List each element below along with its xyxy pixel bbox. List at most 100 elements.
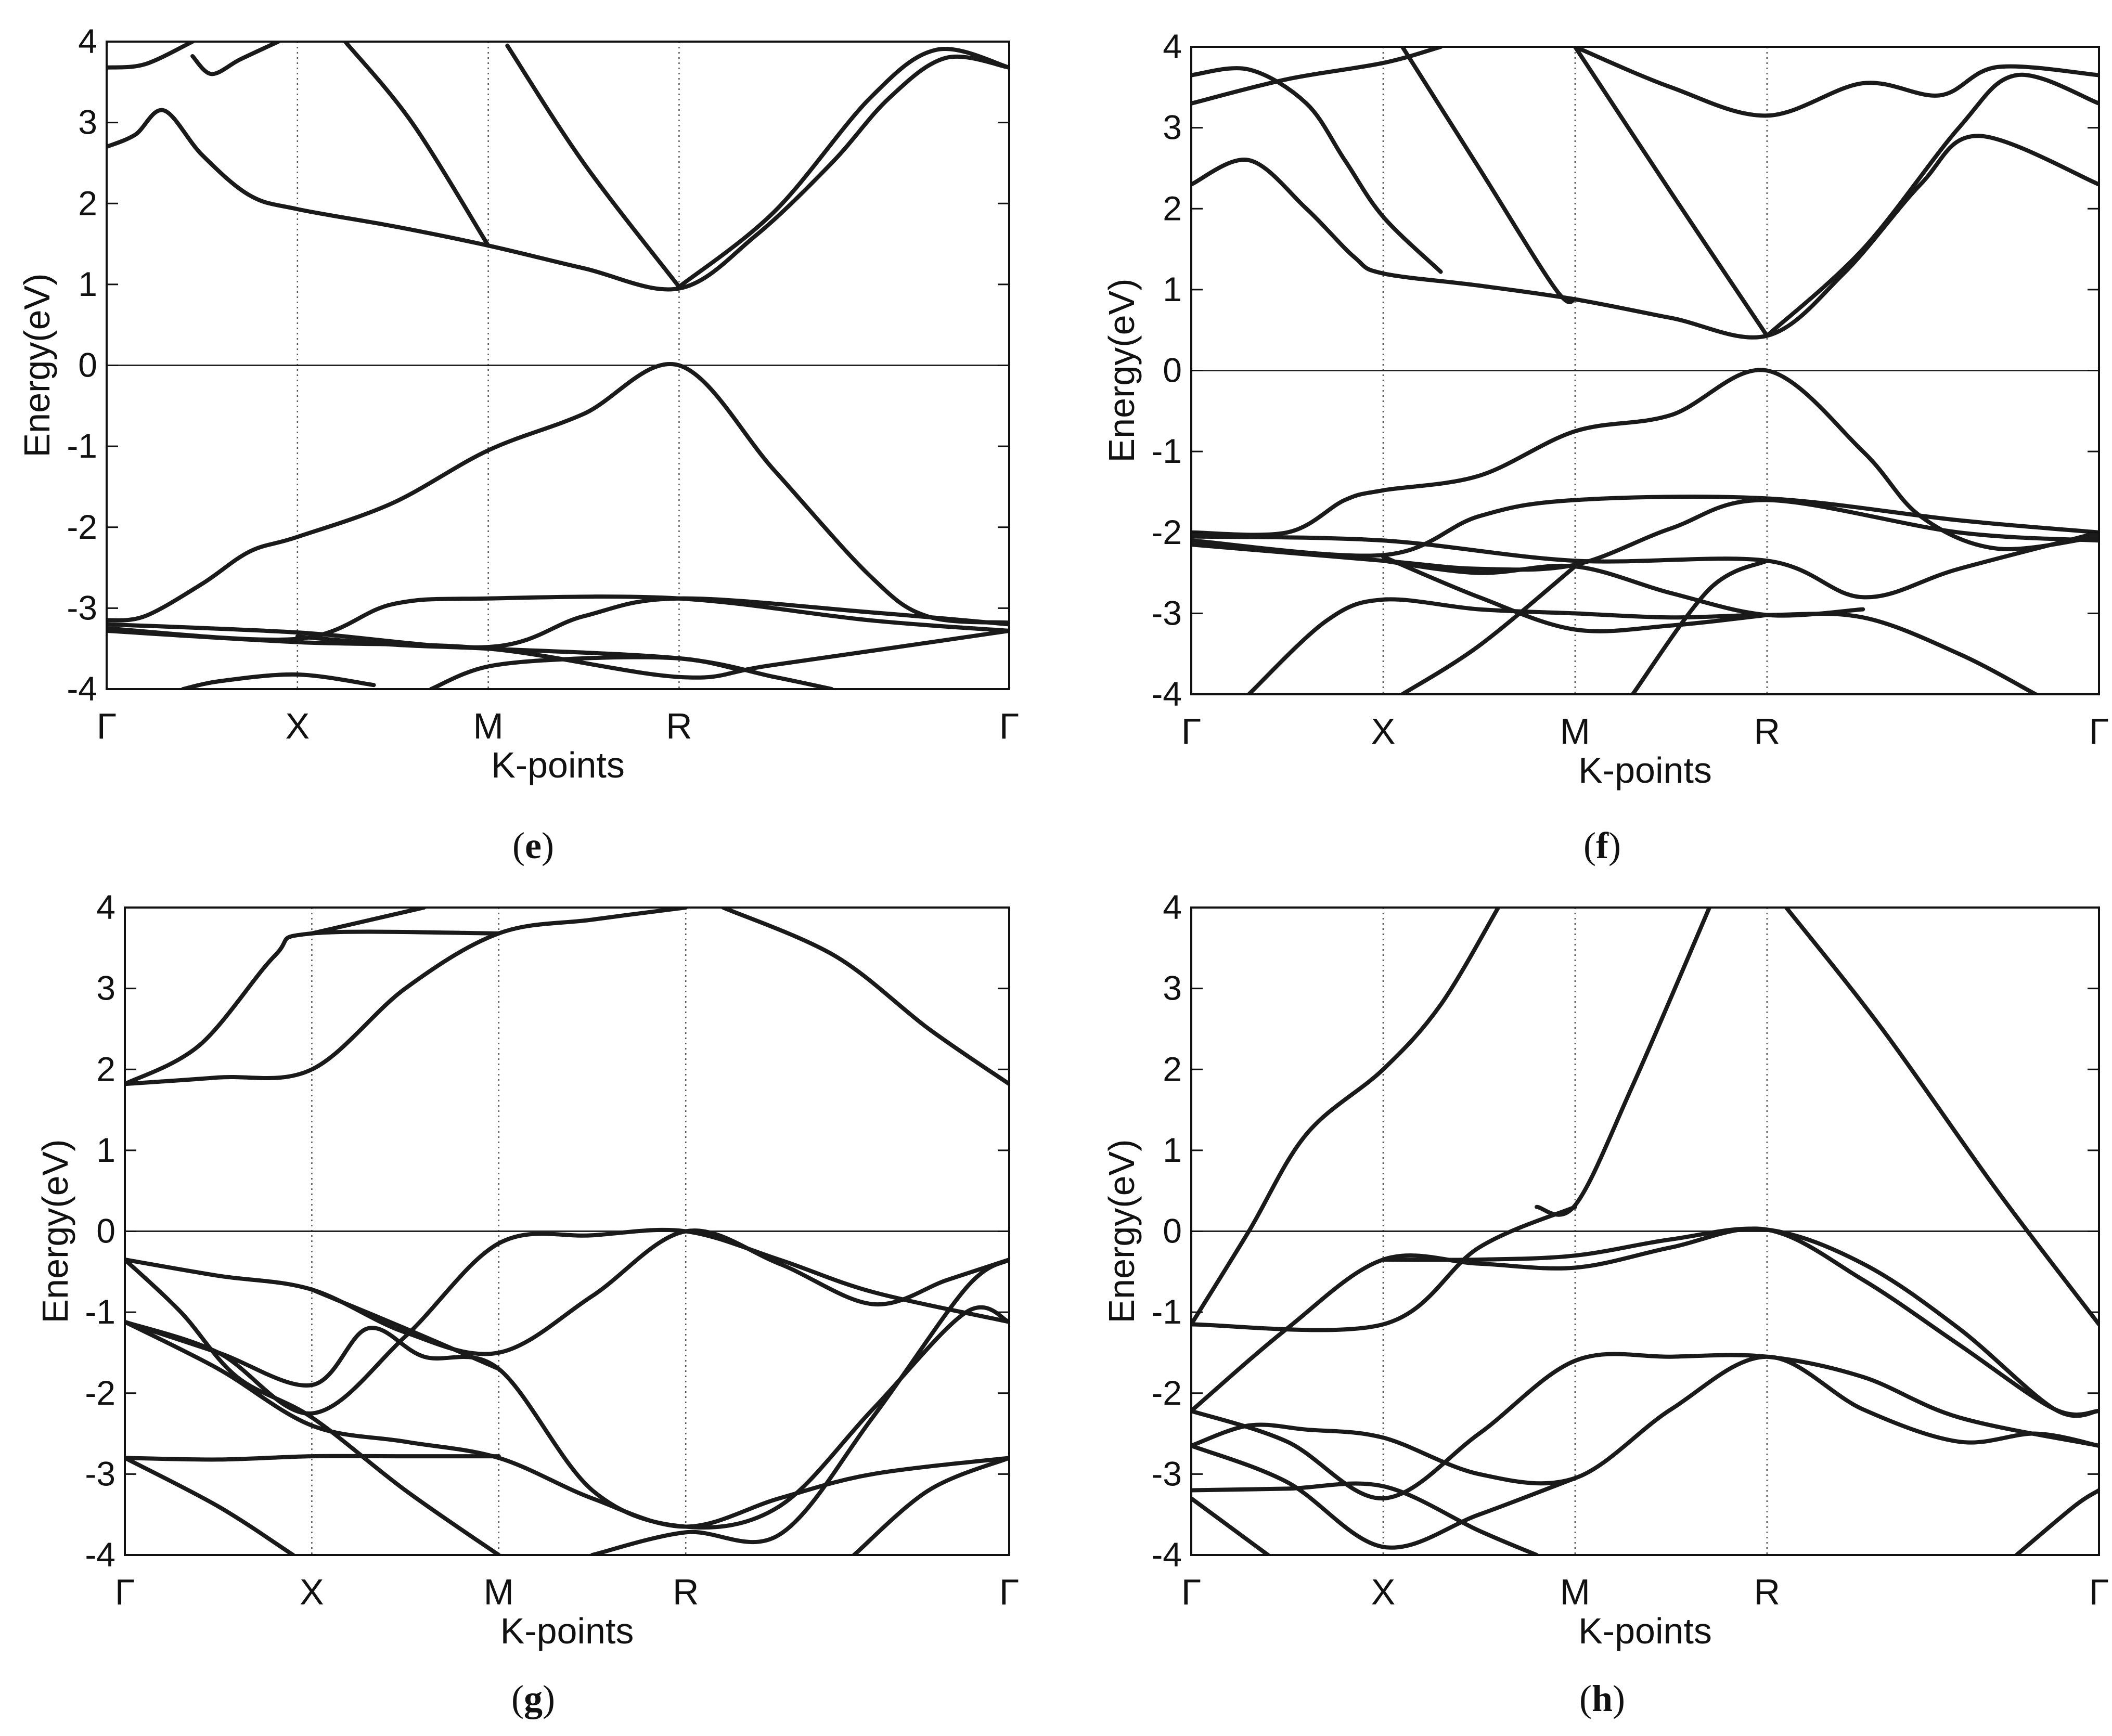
band-line-band-9 — [1191, 530, 2099, 600]
y-tick-label: -2 — [67, 508, 97, 546]
kpoint-label: R — [666, 706, 692, 746]
kpoint-label: Γ — [115, 1572, 135, 1612]
band-line-band-9 — [107, 594, 1009, 642]
caption-letter: e — [525, 825, 542, 866]
y-tick-label: 1 — [1163, 1131, 1182, 1169]
y-tick-label: 4 — [1163, 888, 1182, 926]
y-tick-label: -4 — [67, 669, 97, 708]
y-tick-label: -4 — [85, 1535, 115, 1574]
y-tick-label: -3 — [67, 588, 97, 627]
band-line-band-2 — [107, 42, 195, 70]
y-tick-label: -1 — [67, 426, 97, 465]
y-axis-title: Energy(eV) — [35, 1139, 75, 1323]
band-line-band-14 — [1400, 564, 1577, 694]
band-line-band-6 — [125, 1258, 501, 1555]
y-tick-label: -1 — [85, 1292, 115, 1331]
band-line-band-4 — [1191, 1204, 1577, 1332]
band-line-band-7 — [1191, 1352, 2099, 1501]
caption-close-paren: ) — [1608, 825, 1621, 866]
y-axis-title: Energy(eV) — [1101, 1139, 1142, 1323]
kpoint-label: R — [673, 1572, 699, 1612]
y-tick-label: 0 — [1163, 351, 1182, 390]
caption-open-paren: ( — [512, 825, 525, 866]
y-tick-label: -1 — [1151, 432, 1182, 470]
panel-caption: (h) — [1579, 1678, 1625, 1719]
panel-caption: (f) — [1583, 825, 1621, 866]
y-tick-label: -3 — [1151, 593, 1182, 632]
kpoint-label: X — [1371, 1572, 1396, 1612]
band-line-band-5 — [1573, 47, 1769, 338]
y-tick-label: 2 — [1163, 189, 1182, 227]
y-tick-label: 3 — [96, 969, 115, 1007]
band-line-band-13 — [1246, 597, 2038, 694]
y-tick-label: -2 — [85, 1374, 115, 1412]
band-line-band-4 — [343, 42, 491, 248]
kpoint-label: Γ — [999, 706, 1020, 746]
band-line-band-10 — [1191, 495, 2099, 558]
y-axis-title: Energy(eV) — [1101, 278, 1142, 462]
band-line-band-6 — [1573, 47, 2099, 118]
band-line-band-1 — [107, 54, 1009, 292]
y-tick-label: 0 — [96, 1212, 115, 1250]
band-line-band-1 — [125, 908, 688, 1086]
band-line-band-7 — [125, 1227, 1009, 1416]
y-tick-label: 3 — [1163, 969, 1182, 1007]
band-line-band-6 — [1381, 1226, 2099, 1418]
y-tick-label: -2 — [1151, 1374, 1182, 1412]
kpoint-label: X — [300, 1572, 324, 1612]
caption-open-paren: ( — [1583, 825, 1596, 866]
bands-e — [107, 42, 1009, 689]
band-line-band-8 — [1191, 1354, 2099, 1486]
band-line-band-8 — [125, 1305, 1009, 1530]
band-line-band-3 — [1784, 908, 2099, 1327]
y-tick-label: 4 — [78, 22, 97, 60]
band-line-band-11 — [1191, 1496, 1270, 1555]
y-tick-label: -4 — [1151, 1535, 1182, 1574]
band-line-band-11 — [295, 634, 834, 689]
x-axis-title: K-points — [1578, 1611, 1712, 1651]
band-line-band-12 — [2014, 1488, 2099, 1555]
kpoint-label: M — [1560, 711, 1590, 752]
band-line-band-12 — [125, 1456, 295, 1555]
kpoint-label: Γ — [97, 706, 117, 746]
band-line-band-5 — [1191, 1226, 2099, 1417]
band-line-band-9 — [310, 1287, 501, 1371]
caption-close-paren: ) — [543, 1678, 555, 1719]
y-tick-label: 0 — [78, 346, 97, 384]
x-axis-title: K-points — [1578, 750, 1712, 791]
y-tick-label: -3 — [1151, 1454, 1182, 1493]
y-tick-label: 2 — [78, 184, 97, 222]
y-axis-title: Energy(eV) — [17, 273, 57, 457]
kpoint-label: X — [1371, 711, 1396, 752]
panel-caption: (e) — [512, 825, 554, 866]
kpoint-label: Γ — [2089, 1572, 2109, 1612]
band-line-band-8 — [107, 596, 1009, 650]
y-tick-label: -1 — [1151, 1292, 1182, 1331]
band-line-band-1 — [1191, 134, 2099, 340]
caption-close-paren: ) — [1613, 1678, 1625, 1719]
band-line-band-16 — [1630, 559, 1769, 694]
band-line-band-7 — [107, 362, 1009, 625]
band-line-band-3 — [190, 42, 281, 76]
caption-close-paren: ) — [542, 825, 554, 866]
band-line-band-3 — [1191, 66, 1443, 274]
caption-letter: f — [1596, 825, 1609, 866]
panel-caption: (g) — [511, 1678, 555, 1719]
caption-open-paren: ( — [1579, 1678, 1592, 1719]
y-tick-label: 4 — [96, 888, 115, 926]
kpoint-label: Γ — [1181, 1572, 1202, 1612]
y-tick-label: 3 — [78, 103, 97, 141]
kpoint-label: Γ — [1181, 711, 1202, 752]
band-line-band-13 — [429, 655, 739, 689]
x-axis-title: K-points — [491, 745, 625, 785]
caption-letter: h — [1592, 1678, 1613, 1719]
kpoint-label: Γ — [999, 1572, 1020, 1612]
y-tick-label: -2 — [1151, 513, 1182, 551]
y-tick-label: -4 — [1151, 675, 1182, 713]
caption-open-paren: ( — [511, 1678, 524, 1719]
y-tick-label: 0 — [1163, 1212, 1182, 1250]
band-line-band-9 — [1191, 1443, 1577, 1550]
